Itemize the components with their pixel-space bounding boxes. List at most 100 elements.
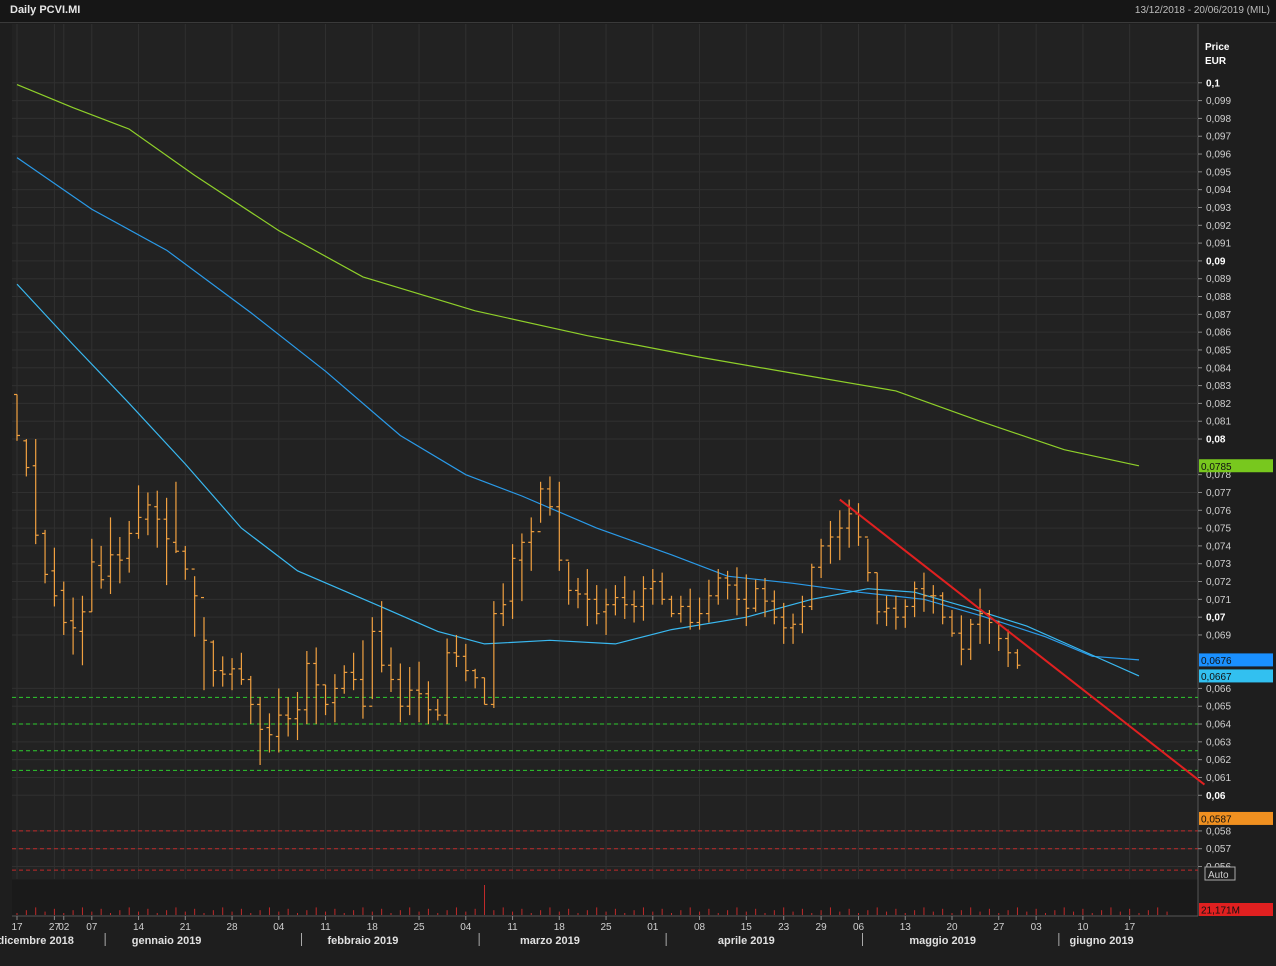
ohlc-bar (668, 595, 675, 618)
volume-tag-label: 21,171M (1201, 906, 1240, 917)
ohlc-bar (967, 618, 974, 660)
ohlc-bar (883, 595, 890, 627)
ohlc-bar (603, 588, 610, 635)
y-tick-label: 0,092 (1206, 221, 1231, 232)
ohlc-bar (771, 590, 778, 625)
y-tick-label: 0,094 (1206, 185, 1231, 196)
y-tick-label: 0,09 (1206, 256, 1226, 267)
y-axis-labels: 0,1 0,099 0,098 0,097 0,096 0,095 0,094 0,093 0,… (1198, 78, 1231, 873)
ohlc-bar (331, 674, 338, 723)
ohlc-bar (705, 579, 712, 623)
y-tick-label: 0,095 (1206, 167, 1231, 178)
ohlc-bar (369, 617, 376, 707)
ohlc-bar (892, 595, 899, 630)
ohlc-bar (780, 602, 787, 644)
month-label: giugno 2019 (1070, 935, 1134, 947)
y-tick-label: 0,069 (1206, 630, 1231, 641)
ohlc-bar (116, 537, 123, 584)
month-label: gennaio 2019 (132, 935, 202, 947)
y-tick-label: 0,086 (1206, 328, 1231, 339)
auto-scale-button[interactable] (1204, 866, 1236, 881)
ohlc-bar (191, 568, 198, 637)
x-tick-label: 23 (778, 922, 790, 933)
auto-scale-label: Auto (1208, 870, 1229, 881)
y-tick-label: 0,073 (1206, 559, 1231, 570)
y-tick-label: 0,077 (1206, 488, 1231, 499)
volume-area (12, 880, 1198, 916)
ohlc-bar (294, 691, 301, 741)
axis-title-currency: EUR (1205, 56, 1227, 67)
y-tick-label: 0,085 (1206, 345, 1231, 356)
value-tag-label: 0,0587 (1201, 814, 1232, 825)
ohlc-bar (425, 681, 432, 725)
ohlc-bar (958, 615, 965, 666)
x-tick-label: 21 (180, 922, 192, 933)
ohlc-bar (743, 574, 750, 627)
y-tick-label: 0,087 (1206, 310, 1231, 321)
y-tick-label: 0,061 (1206, 773, 1231, 784)
y-tick-label: 0,075 (1206, 524, 1231, 535)
y-tick-label: 0,089 (1206, 274, 1231, 285)
y-tick-label: 0,058 (1206, 826, 1231, 837)
x-tick-label: 02 (58, 922, 70, 933)
ohlc-bar (201, 596, 207, 691)
month-label: dicembre 2018 (0, 935, 74, 947)
ohlc-bar (154, 490, 161, 548)
ohlc-bar (977, 588, 984, 644)
ohlc-bar (902, 599, 909, 628)
ohlc-bar (752, 579, 759, 612)
ohlc-bar (247, 675, 254, 725)
x-tick-label: 20 (946, 922, 958, 933)
y-tick-label: 0,064 (1206, 720, 1231, 731)
ohlc-bar (135, 485, 142, 539)
price-bars (14, 393, 1021, 765)
y-tick-label: 0,057 (1206, 844, 1231, 855)
ohlc-bar (266, 713, 273, 753)
ohlc-bar (724, 570, 731, 600)
ohlc-bar (144, 492, 151, 536)
y-tick-label: 0,083 (1206, 381, 1231, 392)
chart-title: Daily PCVI.MI (10, 4, 81, 16)
ohlc-bar (509, 544, 516, 619)
ohlc-bar (500, 583, 507, 627)
value-tags: 0,0785 0,0676 0,0667 0,0587 21,171M (1199, 459, 1273, 917)
value-tag (1199, 669, 1273, 683)
ohlc-bar (70, 597, 77, 655)
trendline-segment (839, 498, 1206, 786)
ohlc-bar (490, 601, 497, 708)
x-tick-label: 18 (367, 922, 379, 933)
ohlc-bar (14, 393, 20, 441)
ohlc-bar (126, 520, 133, 573)
ohlc-bar (219, 656, 226, 687)
x-tick-label: 06 (853, 922, 865, 933)
ohlc-bar (808, 563, 815, 611)
x-tick-label: 04 (460, 922, 472, 933)
y-tick-label: 0,071 (1206, 595, 1231, 606)
ohlc-bar (23, 439, 30, 477)
month-label: maggio 2019 (909, 935, 976, 947)
ohlc-bar (818, 538, 825, 578)
y-tick-label: 0,072 (1206, 577, 1231, 588)
y-tick-label: 0,08 (1206, 435, 1226, 446)
ohlc-bar (359, 640, 366, 719)
ohlc-bar (930, 585, 937, 614)
ohlc-bar (303, 651, 310, 725)
ohlc-bar (98, 545, 105, 589)
y-tick-label: 0,082 (1206, 399, 1231, 410)
x-tick-label: 17 (11, 922, 23, 933)
ohlc-bar (575, 577, 581, 609)
ohlc-bar (275, 688, 282, 753)
x-tick-label: 13 (900, 922, 912, 933)
x-tick-label: 18 (554, 922, 566, 933)
x-tick-label: 15 (741, 922, 753, 933)
ohlc-bar (42, 529, 49, 584)
y-tick-label: 0,088 (1206, 292, 1231, 303)
y-tick-label: 0,099 (1206, 96, 1231, 107)
ohlc-bar (453, 634, 460, 668)
ohlc-bar (649, 569, 656, 605)
ohlc-bar (584, 569, 591, 627)
ohlc-bar (518, 533, 525, 602)
y-tick-label: 0,076 (1206, 506, 1231, 517)
